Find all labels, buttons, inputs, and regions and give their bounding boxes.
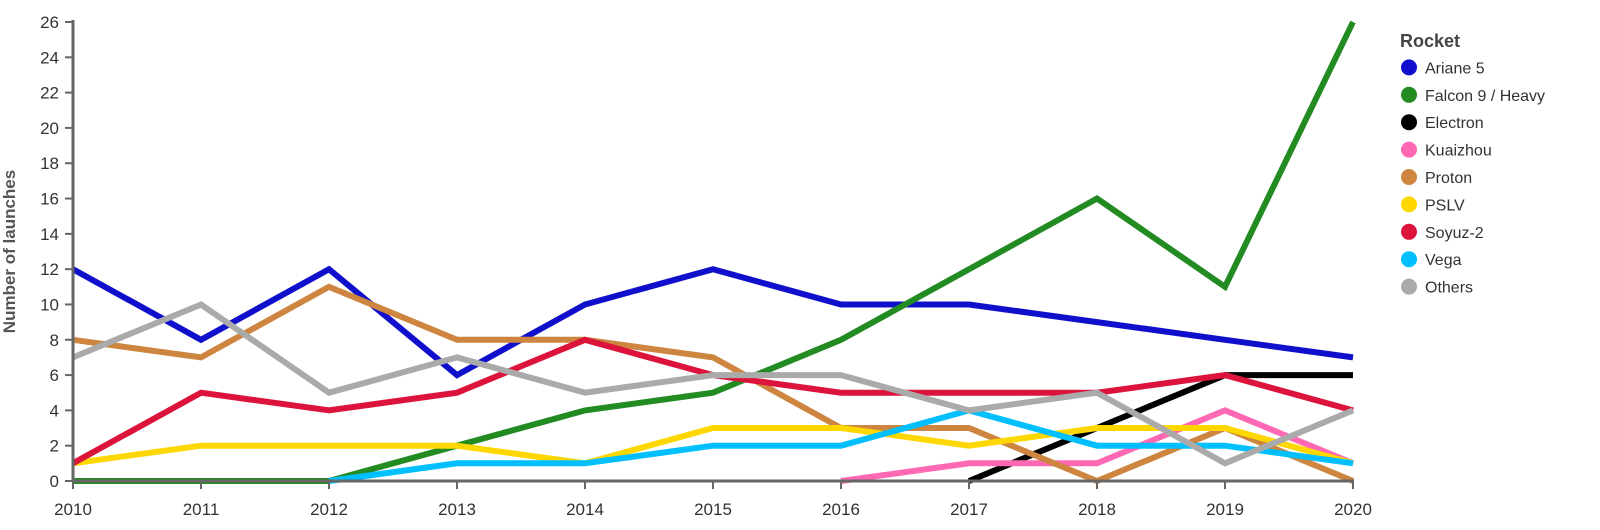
legend-swatch-electron (1401, 114, 1417, 131)
y-tick-label: 26 (40, 13, 59, 32)
legend-label-proton: Proton (1425, 170, 1472, 187)
legend: Rocket Ariane 5 Falcon 9 / Heavy Electron K… (1400, 31, 1545, 297)
x-tick-label: 2015 (694, 500, 732, 519)
legend-swatch-kuaizhou (1401, 141, 1417, 158)
y-tick-label: 2 (50, 437, 59, 456)
y-tick-label: 8 (50, 331, 59, 350)
y-tick-label: 6 (50, 366, 59, 385)
legend-label-others: Others (1425, 280, 1473, 297)
series-line-pslv (72, 425, 1354, 467)
y-tick-label: 14 (40, 225, 59, 244)
series-line-proton (72, 283, 1355, 485)
y-tick-label: 24 (40, 48, 59, 67)
plot-lines (71, 20, 1356, 485)
x-tick-label: 2014 (566, 500, 604, 519)
legend-label-soyuz-2: Soyuz-2 (1425, 225, 1484, 242)
x-tick-label: 2013 (438, 500, 476, 519)
legend-swatch-others (1401, 278, 1417, 295)
x-tick-label: 2020 (1334, 500, 1372, 519)
series-line-ariane-5 (71, 265, 1354, 379)
y-tick-label: 16 (40, 190, 59, 209)
legend-label-ariane-5: Ariane 5 (1425, 60, 1485, 77)
legend-swatch-proton (1401, 169, 1417, 185)
legend-label-vega: Vega (1425, 252, 1462, 269)
series-line-others (71, 301, 1355, 467)
legend-swatch-soyuz-2 (1401, 223, 1417, 240)
series-line-falcon-9-heavy (73, 20, 1356, 484)
series-line-kuaizhou (840, 407, 1355, 484)
x-tick-label: 2011 (183, 500, 220, 519)
y-tick-label: 12 (40, 260, 59, 279)
y-tick-label: 10 (40, 295, 59, 314)
legend-title: Rocket (1400, 31, 1460, 51)
x-tick-label: 2018 (1078, 500, 1116, 519)
x-tick-label: 2012 (310, 500, 348, 519)
series-line-vega (328, 407, 1354, 484)
y-tick-label: 20 (40, 119, 59, 138)
legend-swatch-pslv (1401, 196, 1417, 213)
y-tick-label: 0 (50, 472, 59, 491)
x-tick-label: 2010 (54, 500, 92, 519)
legend-swatch-falcon-9-heavy (1401, 86, 1417, 103)
legend-label-falcon-9-heavy: Falcon 9 / Heavy (1425, 88, 1545, 105)
x-tick-label: 2019 (1206, 500, 1244, 519)
legend-swatch-vega (1401, 251, 1417, 268)
legend-label-electron: Electron (1425, 115, 1484, 132)
y-axis-title: Number of launches (0, 170, 19, 333)
y-tick-label: 18 (40, 154, 59, 173)
x-tick-label: 2016 (822, 500, 860, 519)
legend-label-kuaizhou: Kuaizhou (1425, 143, 1492, 160)
x-tick-label: 2017 (950, 500, 988, 519)
y-tick-label: 22 (40, 84, 59, 103)
legend-swatch-ariane-5 (1401, 59, 1417, 76)
legend-label-pslv: PSLV (1425, 197, 1465, 214)
y-tick-label: 4 (50, 401, 59, 420)
